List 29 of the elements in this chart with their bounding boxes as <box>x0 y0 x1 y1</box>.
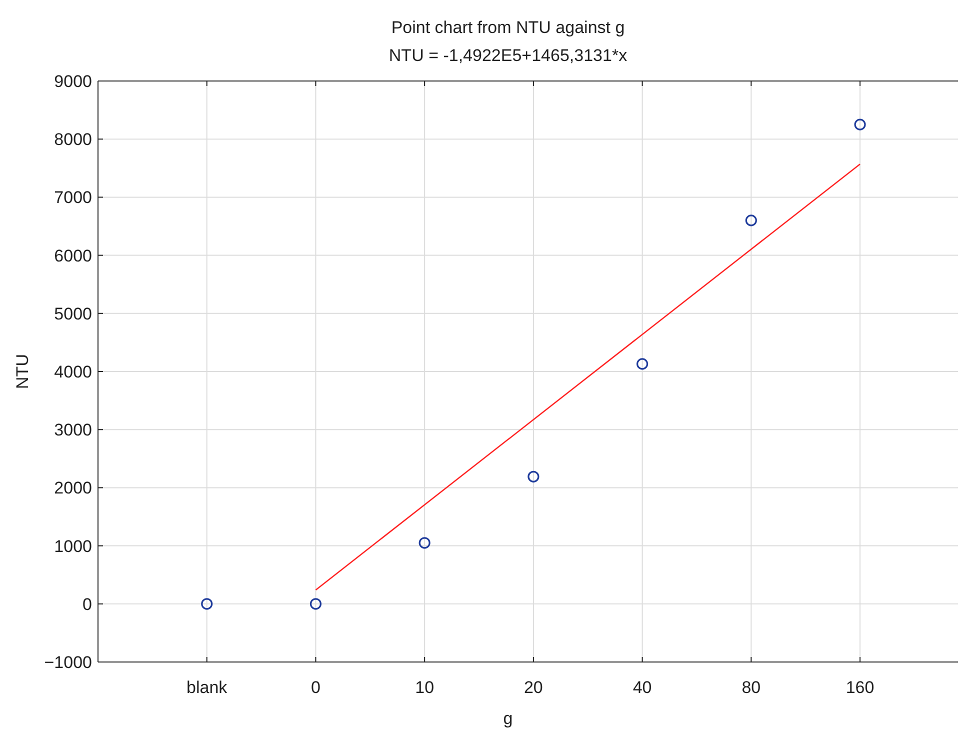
point <box>528 470 540 482</box>
point <box>418 537 430 549</box>
y-tick-label: 3000 <box>54 420 92 440</box>
chart-subtitle: NTU = -1,4922E5+1465,3131*x <box>388 46 628 65</box>
point <box>745 214 757 226</box>
x-axis-title: g <box>503 709 513 728</box>
chart-title: Point chart from NTU against g <box>391 18 625 37</box>
point <box>201 598 213 610</box>
y-tick-label: 6000 <box>54 246 92 266</box>
x-tick-label: 0 <box>310 678 320 697</box>
x-tick-label: 10 <box>415 678 434 697</box>
y-tick-label: 1000 <box>54 536 92 556</box>
y-tick-label: 9000 <box>54 72 92 91</box>
y-tick-label: 2000 <box>54 478 92 498</box>
y-tick-label: −1000 <box>44 653 92 672</box>
x-tick-label: blank <box>186 678 228 697</box>
y-tick-label: 4000 <box>54 362 92 382</box>
y-tick-label: 5000 <box>54 304 92 324</box>
x-tick-label: 80 <box>742 678 761 697</box>
point <box>636 358 648 370</box>
point <box>854 118 866 130</box>
point <box>310 598 322 610</box>
y-tick-label: 7000 <box>54 188 92 208</box>
x-tick-label: 40 <box>632 678 652 697</box>
y-axis-title: NTU <box>13 354 32 389</box>
x-tick-label: 20 <box>524 678 543 697</box>
y-tick-label: 0 <box>82 594 92 614</box>
x-tick-label: 160 <box>846 678 874 697</box>
y-tick-label: 8000 <box>54 130 92 150</box>
